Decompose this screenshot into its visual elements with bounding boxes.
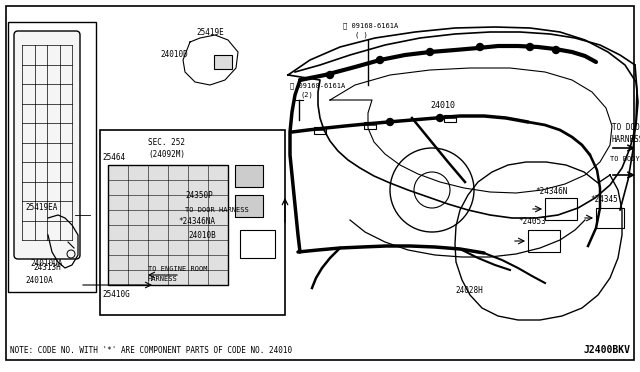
Circle shape [477, 44, 483, 51]
Text: HARNESS: HARNESS [148, 276, 178, 282]
Bar [364, 122, 376, 129]
Text: 24028H: 24028H [455, 286, 483, 295]
Text: Ⓑ 09168-6161A: Ⓑ 09168-6161A [290, 82, 345, 89]
Text: TO ENGINE ROOM: TO ENGINE ROOM [148, 266, 207, 272]
Circle shape [326, 71, 333, 78]
Text: 24010DA: 24010DA [30, 259, 62, 268]
FancyBboxPatch shape [14, 31, 80, 259]
Circle shape [387, 119, 394, 125]
Bar [545, 198, 577, 220]
Text: 24010: 24010 [430, 101, 455, 110]
Circle shape [552, 46, 559, 54]
Bar [100, 130, 285, 315]
Circle shape [376, 57, 383, 64]
Text: ( ): ( ) [355, 32, 368, 38]
Text: HARNESS: HARNESS [612, 135, 640, 144]
Text: 25419E: 25419E [196, 28, 224, 37]
Text: 24350P: 24350P [185, 191, 212, 200]
Text: SEC. 252: SEC. 252 [148, 138, 185, 147]
Bar [214, 55, 232, 69]
Text: TO BODY HARNESS: TO BODY HARNESS [610, 156, 640, 162]
Text: 24313H: 24313H [33, 263, 61, 272]
Bar [8, 22, 96, 292]
Bar [240, 230, 275, 258]
Text: NOTE: CODE NO. WITH '*' ARE COMPONENT PARTS OF CODE NO. 24010: NOTE: CODE NO. WITH '*' ARE COMPONENT PA… [10, 346, 292, 355]
Text: *24345: *24345 [590, 195, 618, 204]
Text: J2400BKV: J2400BKV [583, 345, 630, 355]
Text: 24010A: 24010A [25, 276, 52, 285]
Bar [108, 165, 228, 285]
Text: 25410G: 25410G [102, 290, 130, 299]
Text: TO DOOR HARNESS: TO DOOR HARNESS [185, 207, 249, 213]
Text: Ⓑ 09168-6161A: Ⓑ 09168-6161A [343, 22, 398, 29]
Circle shape [426, 48, 433, 55]
Circle shape [527, 44, 534, 51]
Text: 24010B: 24010B [188, 231, 216, 240]
Circle shape [436, 115, 444, 122]
Text: (24092M): (24092M) [148, 150, 185, 159]
Text: *24053: *24053 [518, 217, 546, 226]
Bar [314, 127, 326, 134]
Text: 25419EA: 25419EA [25, 203, 58, 212]
Text: 25464: 25464 [102, 153, 125, 162]
Text: *24346N: *24346N [535, 187, 568, 196]
Bar [596, 208, 624, 228]
Bar [528, 230, 560, 252]
Bar [235, 165, 263, 187]
Bar [235, 195, 263, 217]
Text: 24010D: 24010D [160, 50, 188, 59]
Text: TO DOOR: TO DOOR [612, 123, 640, 132]
Text: *24346NA: *24346NA [178, 217, 215, 226]
Bar [444, 115, 456, 122]
Text: (2): (2) [300, 92, 313, 99]
